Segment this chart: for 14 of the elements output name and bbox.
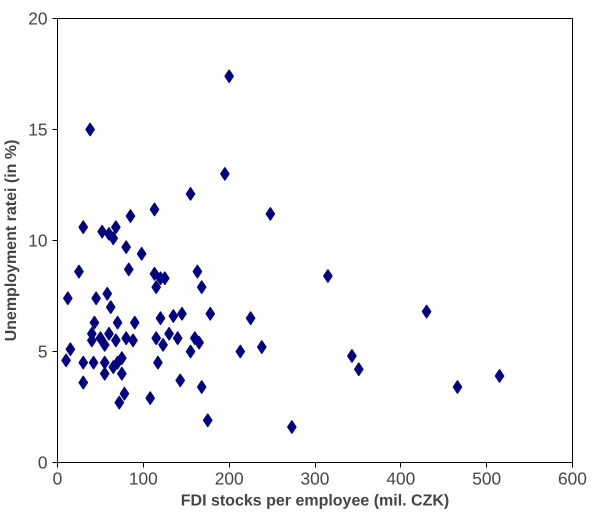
x-tick-label: 200: [214, 468, 244, 488]
y-tick-label: 15: [28, 120, 48, 140]
y-tick-label: 10: [28, 230, 48, 250]
x-axis-title: FDI stocks per employee (mil. CZK): [180, 492, 450, 510]
x-tick-label: 500: [472, 468, 502, 488]
x-tick-label: 0: [52, 468, 62, 488]
y-tick-label: 0: [38, 452, 48, 472]
y-tick-label: 20: [28, 8, 48, 28]
x-tick-label: 300: [300, 468, 330, 488]
x-tick-label: 600: [558, 468, 587, 488]
y-tick-label: 5: [38, 342, 48, 362]
y-axis-title: Unemployment ratei (in %): [3, 140, 20, 342]
x-tick-label: 100: [128, 468, 158, 488]
x-tick-label: 400: [386, 468, 416, 488]
